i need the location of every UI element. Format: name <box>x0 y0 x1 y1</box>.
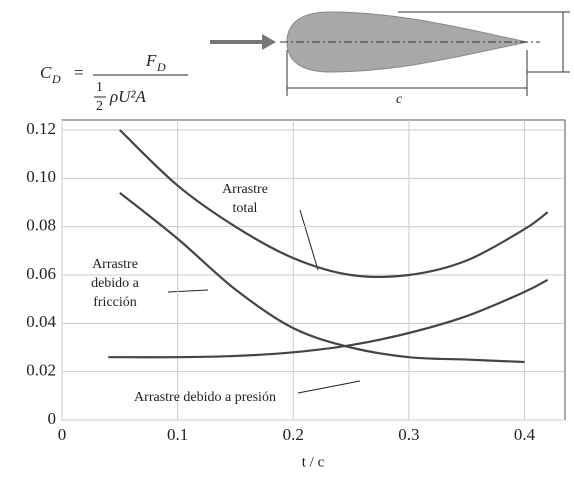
formula-equals: = <box>74 63 84 82</box>
formula-half-top: 1 <box>96 80 103 95</box>
y-tick-label: 0.12 <box>26 119 56 138</box>
curve-label: total <box>233 201 258 216</box>
curve-label: Arrastre <box>92 257 138 272</box>
x-tick-label: 0.1 <box>167 425 188 444</box>
flow-arrow-head <box>262 34 276 50</box>
x-tick-label: 0.3 <box>398 425 419 444</box>
y-tick-label: 0.04 <box>26 312 56 331</box>
y-tick-label: 0.02 <box>26 361 56 380</box>
leader-line <box>299 209 319 271</box>
curve <box>119 191 525 364</box>
x-axis-label: t / c <box>302 454 325 470</box>
y-tick-label: 0.06 <box>26 264 56 283</box>
chord-label: c <box>396 92 403 107</box>
formula-lhs: C <box>40 63 52 82</box>
formula-half-bottom: 2 <box>96 99 103 114</box>
formula-numerator: F <box>145 51 157 70</box>
y-tick-label: 0 <box>48 409 57 428</box>
curve-label: Arrastre debido a presión <box>134 390 276 405</box>
curve-label: Arrastre <box>222 182 268 197</box>
y-tick-label: 0.10 <box>26 167 56 186</box>
leader-line <box>297 380 361 394</box>
formula-numerator-sub: D <box>156 60 166 74</box>
leader-line <box>167 289 209 293</box>
airfoil-diagram: c <box>210 11 570 107</box>
formula: C D = F D 1 2 ρU²A <box>40 51 188 114</box>
x-tick-label: 0.4 <box>514 425 536 444</box>
curve-label: fricción <box>93 295 137 310</box>
curve <box>108 278 549 359</box>
formula-denominator: ρU²A <box>109 87 147 106</box>
curve-label: debido a <box>91 276 140 291</box>
y-tick-label: 0.08 <box>26 216 56 235</box>
curve <box>119 129 549 279</box>
x-tick-label: 0.2 <box>283 425 304 444</box>
x-tick-label: 0 <box>58 425 67 444</box>
formula-lhs-sub: D <box>51 72 61 86</box>
